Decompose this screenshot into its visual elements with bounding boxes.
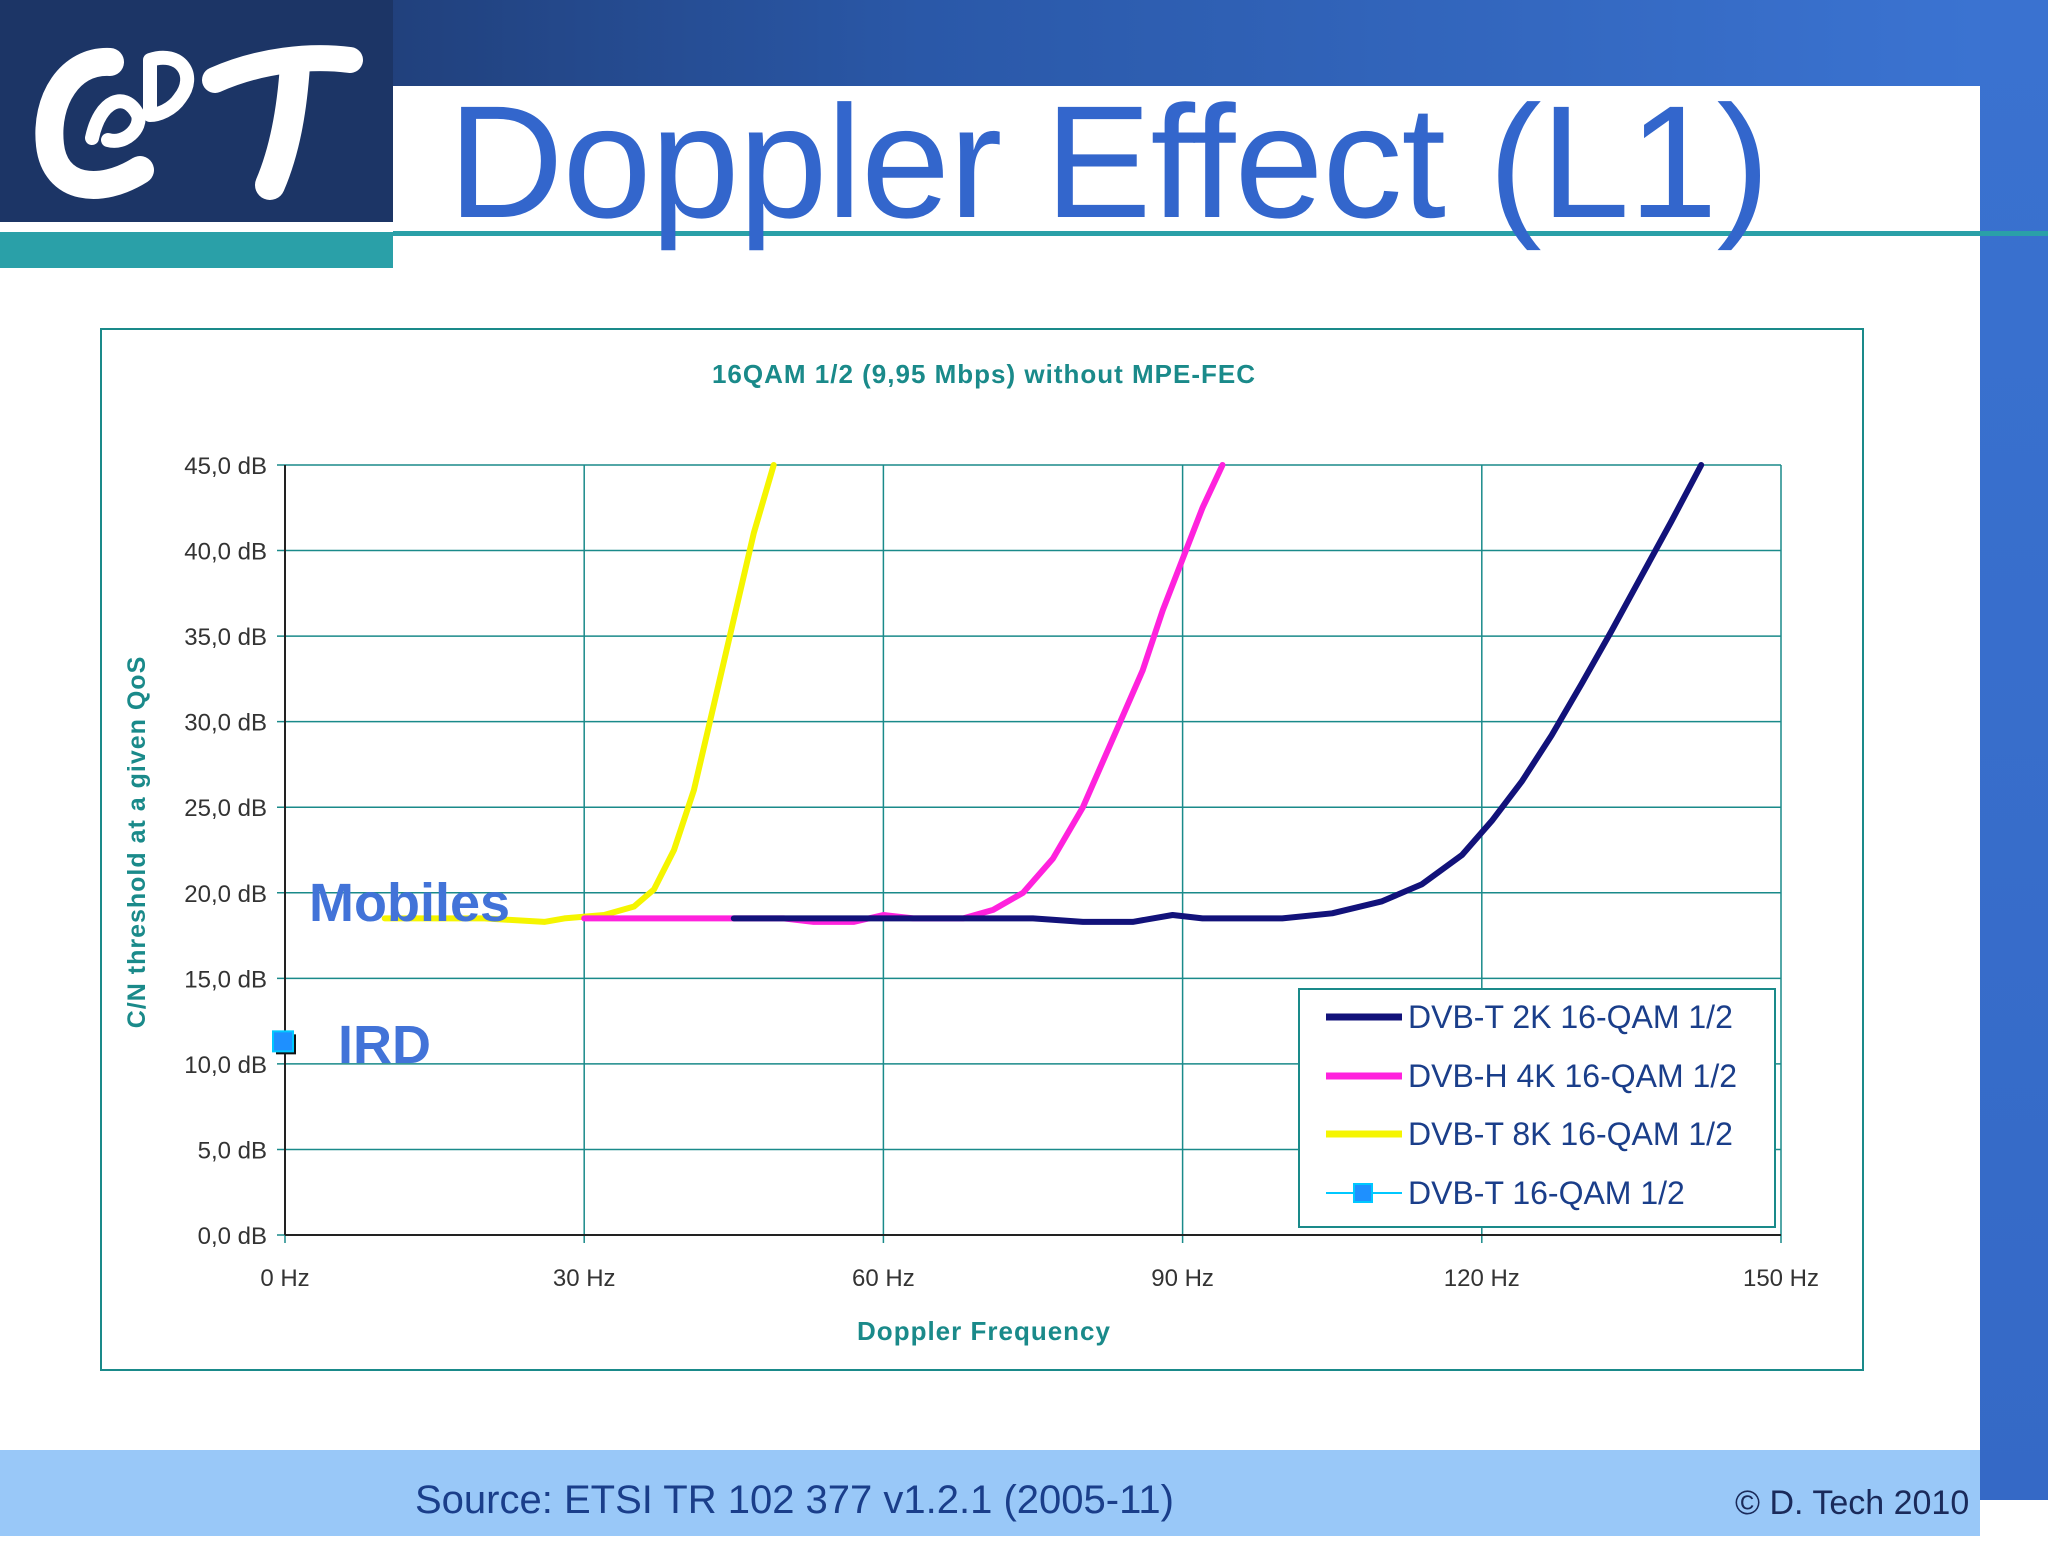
y-tick-label: 25,0 dB: [184, 795, 267, 822]
x-tick-label: 150 Hz: [1743, 1265, 1819, 1292]
series-point-dvb-t: [272, 1030, 294, 1053]
legend-label-dvb-h-4k: DVB-H 4K 16-QAM 1/2: [1408, 1058, 1737, 1094]
y-tick-label: 35,0 dB: [184, 624, 267, 651]
logo: [0, 0, 393, 222]
x-tick-label: 60 Hz: [852, 1265, 915, 1292]
series-line-dvb-t-2k: [730, 462, 1705, 925]
y-tick-label: 45,0 dB: [184, 453, 267, 480]
cadt-logo-icon: [35, 45, 363, 200]
legend-label-dvb-t: DVB-T 16-QAM 1/2: [1408, 1175, 1685, 1211]
x-tick-label: 0 Hz: [260, 1265, 309, 1292]
y-tick-label: 5,0 dB: [198, 1137, 267, 1164]
x-tick-label: 30 Hz: [553, 1265, 616, 1292]
page-title: Doppler Effect (L1): [448, 72, 1770, 251]
legend-label-dvb-t-2k: DVB-T 2K 16-QAM 1/2: [1408, 999, 1733, 1035]
y-tick-label: 10,0 dB: [184, 1052, 267, 1079]
legend-box: [1298, 988, 1776, 1228]
chart-title: 16QAM 1/2 (9,95 Mbps) without MPE-FEC: [712, 359, 1256, 389]
title-underline: [393, 231, 2048, 236]
y-tick-label: 30,0 dB: [184, 710, 267, 737]
y-tick-label: 0,0 dB: [198, 1223, 267, 1250]
x-tick-label: 120 Hz: [1444, 1265, 1520, 1292]
series-line-dvb-t-8k: [381, 462, 777, 925]
mobiles-label: Mobiles: [309, 873, 511, 933]
y-tick-label: 15,0 dB: [184, 966, 267, 993]
y-tick-label: 40,0 dB: [184, 539, 267, 566]
title-panel: [393, 86, 1980, 232]
x-tick-label: 90 Hz: [1151, 1265, 1214, 1292]
ird-label: IRD: [338, 1015, 431, 1075]
legend-label-dvb-t-8k: DVB-T 8K 16-QAM 1/2: [1408, 1116, 1733, 1152]
x-axis-label: Doppler Frequency: [857, 1316, 1111, 1346]
right-accent-bar: [1980, 0, 2048, 1500]
logo-accent-strip: [0, 232, 393, 268]
y-tick-label: 20,0 dB: [184, 881, 267, 908]
legend-swatch-dvb-t: [1353, 1183, 1373, 1203]
source-citation: Source: ETSI TR 102 377 v1.2.1 (2005-11): [415, 1478, 1174, 1522]
y-axis-label: C/N threshold at a given QoS: [123, 656, 151, 1029]
copyright-text: © D. Tech 2010: [1735, 1484, 1970, 1522]
footer-bar: [0, 1450, 1980, 1536]
